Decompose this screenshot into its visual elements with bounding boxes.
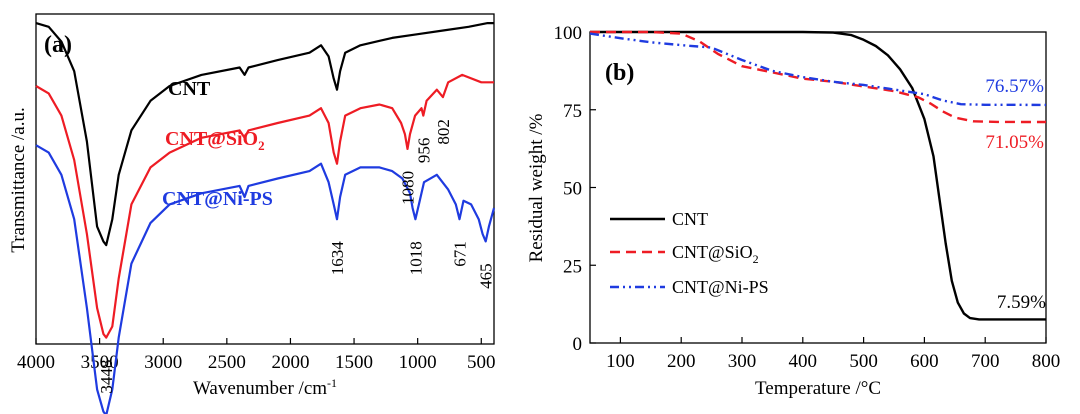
panel-a-x-tick-label-1500: 1500 <box>335 352 373 373</box>
peak-label-1018: 1018 <box>406 241 425 275</box>
panel-b-x-axis-title: Temperature /°C <box>755 378 881 399</box>
legend-label-cnt: CNT <box>672 209 708 229</box>
panel-b-x-tick-label-600: 600 <box>910 351 939 372</box>
panel-b-y-tick-label-25: 25 <box>563 256 582 277</box>
series-line-cnt-ni-ps <box>35 144 496 414</box>
panel-b-y-tick-label-75: 75 <box>563 101 582 122</box>
series-line-cnt <box>590 30 1046 321</box>
panel-a-series <box>35 22 496 414</box>
panel-a-x-tick-label-500: 500 <box>467 352 496 373</box>
legend: CNT CNT@SiO2 CNT@Ni-PS <box>610 209 769 297</box>
series-line-cnt <box>35 22 494 247</box>
panel-a-x-tick-label-2500: 2500 <box>208 352 246 373</box>
series-line-cnt-ni-ps <box>589 32 1047 107</box>
annotation-cnt-sio2-residue: 71.05% <box>985 132 1044 153</box>
series-label-cnt-ni-ps: CNT@Ni-PS <box>162 188 273 210</box>
series-label-cnt: CNT <box>168 78 211 100</box>
peak-label-956: 956 <box>414 138 433 164</box>
annotation-cnt-ni-ps-residue: 76.57% <box>985 76 1044 97</box>
series-label-cnt-sio2: CNT@SiO2 <box>165 128 265 153</box>
panel-b-y-tick-label-50: 50 <box>563 179 582 200</box>
panel-a-x-axis-title: Wavenumber /cm-1 <box>193 376 337 399</box>
panel-b-x-ticks: 100 200 300 400 500 600 700 800 <box>606 337 1060 372</box>
panel-b-x-tick-label-300: 300 <box>728 351 757 372</box>
panel-b-y-ticks: 0 25 50 75 100 <box>554 23 596 355</box>
peak-label-3448: 3448 <box>97 360 116 394</box>
peak-label-1080: 1080 <box>399 171 418 205</box>
panel-a-x-ticks: 4000 3500 3000 2500 2000 1500 1000 500 <box>17 338 496 373</box>
legend-label-cnt-ni-ps: CNT@Ni-PS <box>672 277 769 297</box>
peak-label-1634: 1634 <box>328 241 347 276</box>
panel-b-x-tick-label-700: 700 <box>971 351 1000 372</box>
panel-b-x-tick-label-200: 200 <box>667 351 696 372</box>
panel-a-x-tick-label-4000: 4000 <box>17 352 55 373</box>
panel-a-y-axis-title: Transmittance /a.u. <box>8 107 29 252</box>
panel-b-x-tick-label-400: 400 <box>789 351 818 372</box>
panel-a-x-tick-label-1000: 1000 <box>399 352 437 373</box>
peak-label-671: 671 <box>451 241 470 267</box>
panel-a-ftir: 4000 3500 3000 2500 2000 1500 1000 500 (a) CNT … <box>8 13 496 414</box>
series-line-cnt-sio2 <box>35 73 494 339</box>
panel-b-series <box>589 30 1047 321</box>
panel-a-label: (a) <box>44 32 72 58</box>
panel-a-x-tick-label-3500: 3500 <box>81 352 119 373</box>
series-line-cnt-sio2 <box>590 30 1046 124</box>
panel-b-y-axis-title: Residual weight /% <box>526 113 547 262</box>
panel-b-y-tick-label-0: 0 <box>573 334 583 355</box>
panel-b-x-tick-label-100: 100 <box>606 351 635 372</box>
panel-a-frame <box>35 13 495 345</box>
panel-a-x-tick-label-3000: 3000 <box>144 352 182 373</box>
panel-b-x-tick-label-500: 500 <box>849 351 878 372</box>
panel-b-y-tick-label-100: 100 <box>554 23 583 44</box>
peak-label-465: 465 <box>477 263 496 289</box>
legend-label-cnt-sio2: CNT@SiO2 <box>672 242 759 266</box>
peak-label-802: 802 <box>434 119 453 145</box>
panel-b-x-tick-label-800: 800 <box>1032 351 1061 372</box>
panel-a-x-tick-label-2000: 2000 <box>271 352 309 373</box>
annotation-cnt-residue: 7.59% <box>997 292 1046 313</box>
panel-b-label: (b) <box>605 60 634 86</box>
